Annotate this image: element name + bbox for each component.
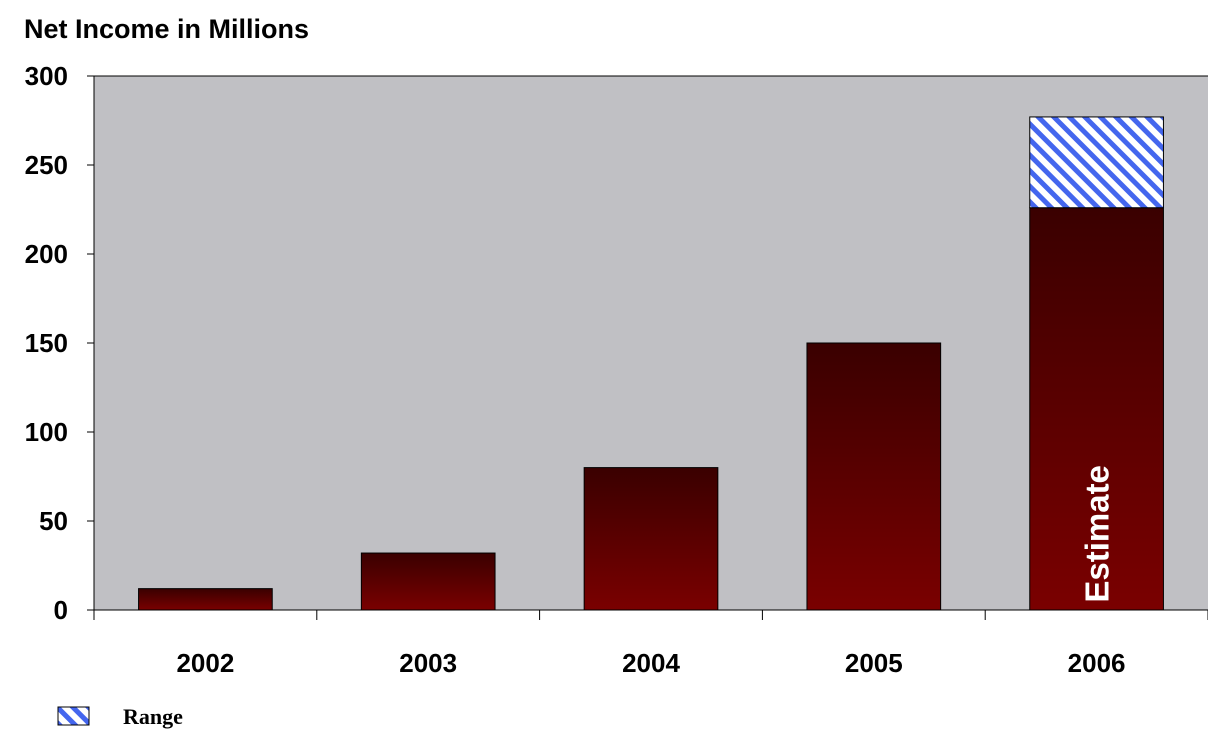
y-tick-label: 200 bbox=[25, 239, 68, 269]
legend: Range bbox=[57, 704, 183, 729]
bar-2004 bbox=[583, 467, 719, 611]
y-tick-label: 100 bbox=[25, 417, 68, 447]
x-tick-label: 2002 bbox=[176, 648, 234, 678]
axes-group: 0 50 100 150 200 250 300 2002 2003 2004 2005 2006 bbox=[25, 61, 1208, 678]
x-tick-label: 2005 bbox=[845, 648, 903, 678]
range-segment-2006 bbox=[1029, 116, 1164, 209]
chart-title: Net Income in Millions bbox=[24, 14, 309, 44]
bar-2006 bbox=[1029, 207, 1164, 611]
bar-annotation: Estimate bbox=[1079, 465, 1116, 603]
y-tick-label: 300 bbox=[25, 61, 68, 91]
y-tick-label: 50 bbox=[39, 506, 68, 536]
legend-label: Range bbox=[123, 704, 183, 729]
bar-2003 bbox=[360, 552, 496, 611]
bar-2002 bbox=[138, 588, 273, 611]
bars-group: Estimate bbox=[138, 116, 1164, 611]
x-tick-label: 2004 bbox=[622, 648, 680, 678]
x-tick-label: 2006 bbox=[1068, 648, 1126, 678]
bar-2005 bbox=[806, 342, 942, 611]
x-tick-label: 2003 bbox=[399, 648, 457, 678]
y-tick-label: 150 bbox=[25, 328, 68, 358]
legend-swatch-range bbox=[57, 706, 90, 726]
y-tick-label: 0 bbox=[54, 595, 68, 625]
y-tick-label: 250 bbox=[25, 150, 68, 180]
